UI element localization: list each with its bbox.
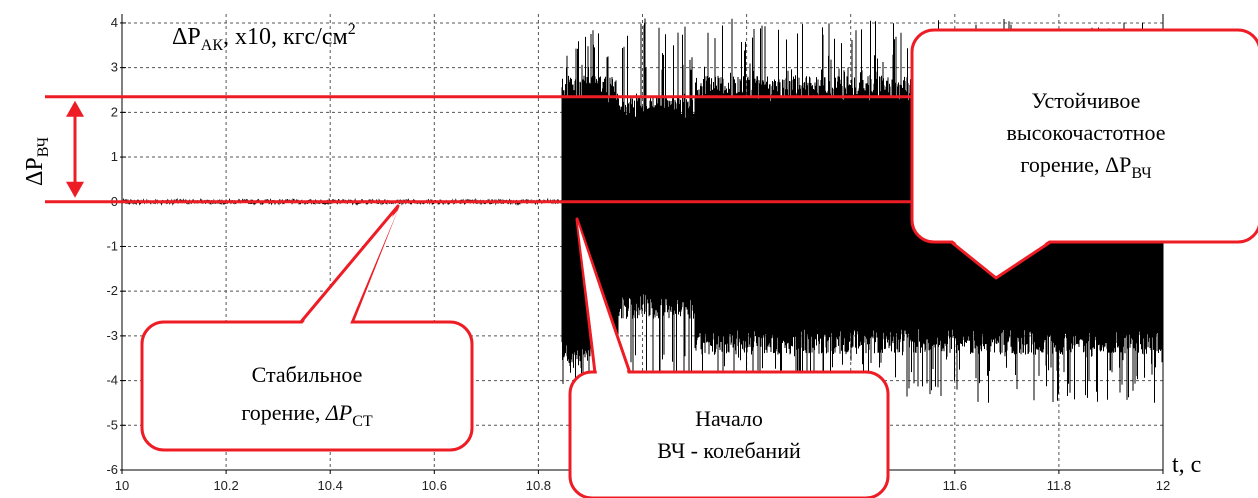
callout-stable-pointer-fill (302, 210, 398, 324)
y-tick-label: -6 (106, 462, 118, 477)
x-tick-label: 10.8 (526, 478, 551, 493)
x-tick-label: 10.6 (422, 478, 447, 493)
delta-arrow-head-down (66, 181, 84, 198)
chart-title: ΔPАК, х10, кгс/см2 (172, 21, 356, 54)
x-axis-label: t, с (1172, 452, 1201, 478)
x-tick-label: 12 (1156, 478, 1170, 493)
x-tick-label: 10.2 (213, 478, 238, 493)
y-tick-label: 4 (111, 15, 118, 30)
x-tick-label: 11.8 (1047, 478, 1071, 493)
y-tick-label: -5 (106, 417, 118, 432)
x-tick-label: 10.4 (318, 478, 343, 493)
callout-onset-line1: Начало (695, 406, 763, 431)
callout-steady-line1: Устойчивое (1032, 88, 1141, 113)
y-tick-label: 3 (111, 60, 118, 75)
y-tick-label: -3 (106, 328, 118, 343)
axes: 1010.210.410.610.81111.211.411.611.81243… (106, 14, 1170, 493)
callout-steady-pointer-fill (952, 240, 1050, 274)
x-tick-label: 10 (115, 478, 129, 493)
y-tick-label: -4 (106, 373, 118, 388)
callout-onset-box (568, 370, 890, 498)
callout-stable-line1: Стабильное (252, 362, 363, 387)
y-tick-label: 1 (111, 149, 118, 164)
callout-steady-line3: горение, ΔPВЧ (1020, 152, 1151, 182)
y-axis-label: ΔPВЧ (22, 137, 52, 186)
callout-onset-line2: ВЧ - колебаний (657, 438, 801, 463)
callout-steady-box (910, 28, 1258, 244)
x-tick-label: 11.6 (943, 478, 967, 493)
callout-stable-line2: горение, ΔPСТ (241, 400, 373, 430)
delta-arrow-head-up (66, 100, 84, 117)
y-tick-label: 2 (111, 104, 118, 119)
callouts: Стабильное горение, ΔPСТ Начало ВЧ - колеба… (140, 28, 1258, 498)
callout-onset-pointer-fill (578, 224, 628, 374)
callout-steady-line2: высокочастотное (1007, 120, 1166, 145)
y-tick-label: -2 (106, 283, 118, 298)
y-tick-label: -1 (106, 238, 118, 253)
